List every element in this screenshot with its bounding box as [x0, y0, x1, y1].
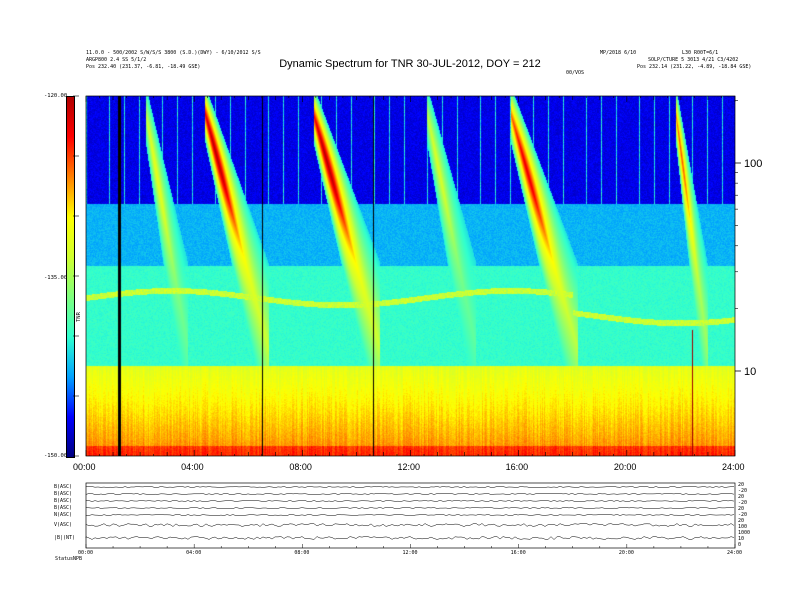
lower-x-tick-label: 20:00 — [618, 550, 634, 556]
lower-panel-trace — [85, 536, 735, 540]
lower-panel-trace — [85, 507, 734, 509]
lower-right-label: -20 — [738, 500, 748, 506]
lower-row-label: B(ASC) — [54, 484, 73, 490]
plot-frame — [85, 95, 736, 457]
status-value: NPB — [73, 556, 83, 562]
lower-right-label: 0 — [738, 542, 742, 548]
lower-right-label: -20 — [738, 488, 748, 494]
status-label: Status — [55, 556, 74, 562]
lower-x-tick-label: 08:00 — [294, 550, 310, 556]
lower-right-label: 20 — [738, 482, 745, 488]
header-mid-small: 00/VOS — [566, 70, 585, 76]
lower-right-label: 1000 — [738, 530, 751, 536]
x-tick-label: 12:00 — [397, 462, 421, 472]
lower-row-label: |B|(NT) — [54, 535, 76, 541]
colorbar — [66, 96, 75, 458]
lower-right-label: 100 — [738, 524, 748, 530]
lower-row-label: B(ASC) — [54, 491, 73, 497]
header-right-line2: SOLP/CTURE 5 3013 4/21 C3/4202 — [648, 57, 739, 63]
lower-row-label: B(ASC) — [54, 498, 73, 504]
lower-x-tick-label: 04:00 — [186, 550, 202, 556]
lower-x-tick-label: 24:00 — [727, 550, 743, 556]
x-tick-label: 20:00 — [613, 462, 637, 472]
colorbar-tick-bottom: -150.00 — [44, 453, 68, 459]
header-left-line2: ARGP800 2.4 SS 5/1/2 — [86, 57, 147, 63]
chart-title: Dynamic Spectrum for TNR 30-JUL-2012, DO… — [279, 58, 541, 70]
spectrogram-heatmap — [86, 96, 735, 456]
lower-right-label: 20 — [738, 506, 745, 512]
x-tick-label: 00:00 — [73, 462, 96, 472]
x-tick-label: 24:00 — [722, 462, 745, 472]
lower-x-tick-label: 12:00 — [402, 550, 418, 556]
y-right-tick-100: 100 — [744, 158, 763, 170]
y-right-tick-10: 10 — [744, 366, 757, 378]
x-tick-label: 04:00 — [181, 462, 204, 472]
lower-right-label: 20 — [738, 494, 745, 500]
lower-x-tick-label: 16:00 — [510, 550, 526, 556]
x-tick-label: 08:00 — [289, 462, 312, 472]
header-right-line3: Pos 232.14 (231.22, -4.89, -18.84 GSE) — [637, 64, 752, 70]
lower-x-tick-label: 00:00 — [78, 550, 94, 556]
header-left-line3: Pos 232.40 (231.37, -6.81, -18.49 GSE) — [86, 64, 201, 70]
lower-row-label: V(ASC) — [54, 522, 73, 528]
lower-right-label: -20 — [738, 512, 748, 518]
lower-row-label: B(ASC) — [54, 505, 73, 511]
lower-panel-trace — [85, 486, 735, 488]
lower-panel-trace — [85, 523, 735, 527]
header-left-line1: 11.0.0 - 500/2002 S/W/S/S 3800 (S.D.)(DW… — [86, 50, 261, 56]
lower-row-label: N(ASC) — [54, 512, 73, 518]
colorbar-tick-top: -120.00 — [44, 93, 68, 99]
lower-panel-trace — [85, 500, 735, 502]
lower-panel-trace — [85, 514, 735, 516]
header-right-line1: MP/2018 6/10 — [600, 50, 637, 56]
lower-right-label: 10 — [738, 536, 745, 542]
lower-right-label: 20 — [738, 518, 745, 524]
colorbar-tick-mid: -135.00 — [44, 275, 68, 281]
lower-panel-trace — [85, 493, 735, 495]
x-tick-label: 16:00 — [505, 462, 529, 472]
header-right-corner: L30 R00T=6/1 — [682, 50, 719, 56]
